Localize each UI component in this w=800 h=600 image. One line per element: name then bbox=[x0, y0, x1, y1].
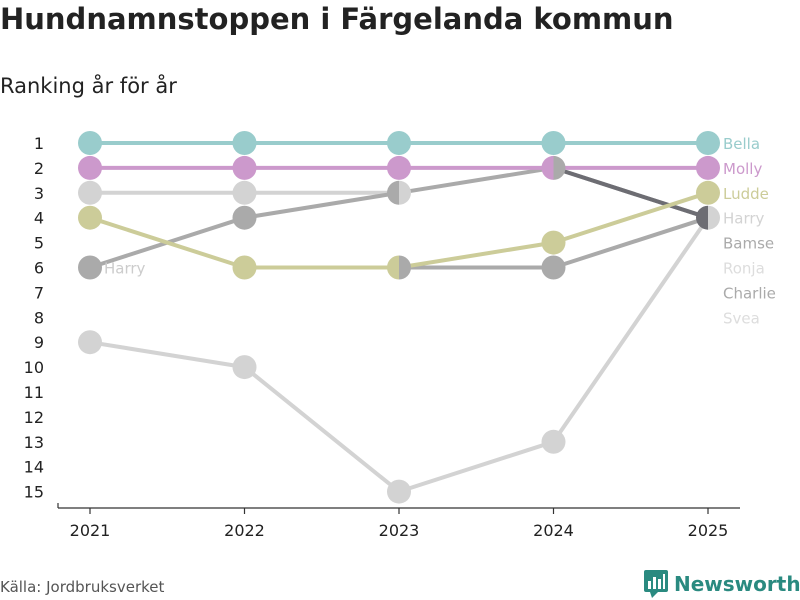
y-tick-label: 14 bbox=[24, 458, 44, 477]
newsworthy-logo-icon bbox=[644, 570, 668, 598]
data-point-half-ronja bbox=[399, 180, 411, 205]
data-point-svea bbox=[232, 355, 257, 380]
y-tick-label: 2 bbox=[34, 159, 44, 178]
legend-label-svea: Svea bbox=[723, 309, 760, 327]
data-point-bella bbox=[541, 131, 566, 155]
y-tick-label: 13 bbox=[24, 433, 44, 452]
data-point-half-charlie bbox=[553, 155, 566, 180]
annotation-label: Harry bbox=[104, 260, 146, 278]
legend-label-ludde: Ludde bbox=[723, 185, 769, 203]
data-point-half-molly bbox=[541, 155, 554, 180]
data-point-charlie bbox=[232, 205, 257, 230]
data-point-half-ludde bbox=[387, 255, 399, 280]
y-tick-label: 10 bbox=[24, 358, 44, 377]
legend-label-charlie: Charlie bbox=[723, 284, 776, 302]
y-tick-label: 3 bbox=[34, 184, 44, 203]
data-point-molly bbox=[232, 155, 257, 180]
data-point-svea bbox=[541, 429, 566, 454]
data-point-half-charlie bbox=[387, 180, 399, 205]
data-point-ronja bbox=[78, 180, 102, 205]
y-tick-label: 7 bbox=[34, 283, 44, 302]
data-point-ronja bbox=[232, 180, 257, 205]
x-tick-label: 2021 bbox=[70, 521, 111, 540]
data-point-molly bbox=[387, 155, 411, 180]
data-point-bamse bbox=[541, 255, 566, 280]
data-point-molly bbox=[696, 155, 720, 180]
data-point-half-harry bbox=[696, 205, 708, 230]
data-point-half-bamse bbox=[399, 255, 411, 280]
data-point-bella bbox=[387, 131, 411, 155]
data-point-bella bbox=[232, 131, 257, 155]
y-tick-label: 15 bbox=[24, 483, 44, 502]
data-point-svea bbox=[387, 479, 411, 504]
x-tick-label: 2024 bbox=[533, 521, 574, 540]
x-tick-label: 2022 bbox=[224, 521, 265, 540]
data-point-molly bbox=[78, 155, 102, 180]
y-tick-label: 11 bbox=[24, 383, 44, 402]
x-tick-label: 2025 bbox=[688, 521, 729, 540]
source-note: Källa: Jordbruksverket bbox=[0, 578, 165, 596]
data-point-bella bbox=[696, 131, 720, 155]
y-tick-label: 4 bbox=[34, 209, 44, 228]
legend-label-molly: Molly bbox=[723, 160, 762, 178]
y-tick-label: 6 bbox=[34, 259, 44, 278]
brand-name: Newsworthy bbox=[674, 572, 800, 596]
data-point-ludde bbox=[232, 255, 257, 280]
legend-label-bella: Bella bbox=[723, 135, 760, 153]
data-point-ludde bbox=[541, 230, 566, 255]
data-point-svea bbox=[78, 330, 102, 355]
y-tick-label: 8 bbox=[34, 308, 44, 327]
series-line-harry bbox=[551, 165, 710, 220]
data-point-ludde bbox=[78, 205, 102, 230]
chart-subtitle: Ranking år för år bbox=[0, 74, 177, 98]
data-point-half-svea bbox=[708, 205, 720, 230]
x-tick-label: 2023 bbox=[379, 521, 420, 540]
y-tick-label: 9 bbox=[34, 333, 44, 352]
chart-title: Hundnamnstoppen i Färgelanda kommun bbox=[0, 2, 674, 36]
legend-label-bamse: Bamse bbox=[723, 235, 774, 253]
data-point-bella bbox=[78, 131, 102, 155]
data-point-charlie bbox=[78, 255, 102, 280]
legend-label-harry: Harry bbox=[723, 210, 765, 228]
brand-logo: Newsworthy bbox=[644, 570, 800, 598]
y-tick-label: 1 bbox=[34, 134, 44, 153]
y-tick-label: 12 bbox=[24, 408, 44, 427]
data-point-ludde bbox=[696, 180, 720, 205]
y-tick-label: 5 bbox=[34, 234, 44, 253]
legend-label-ronja: Ronja bbox=[723, 260, 765, 278]
